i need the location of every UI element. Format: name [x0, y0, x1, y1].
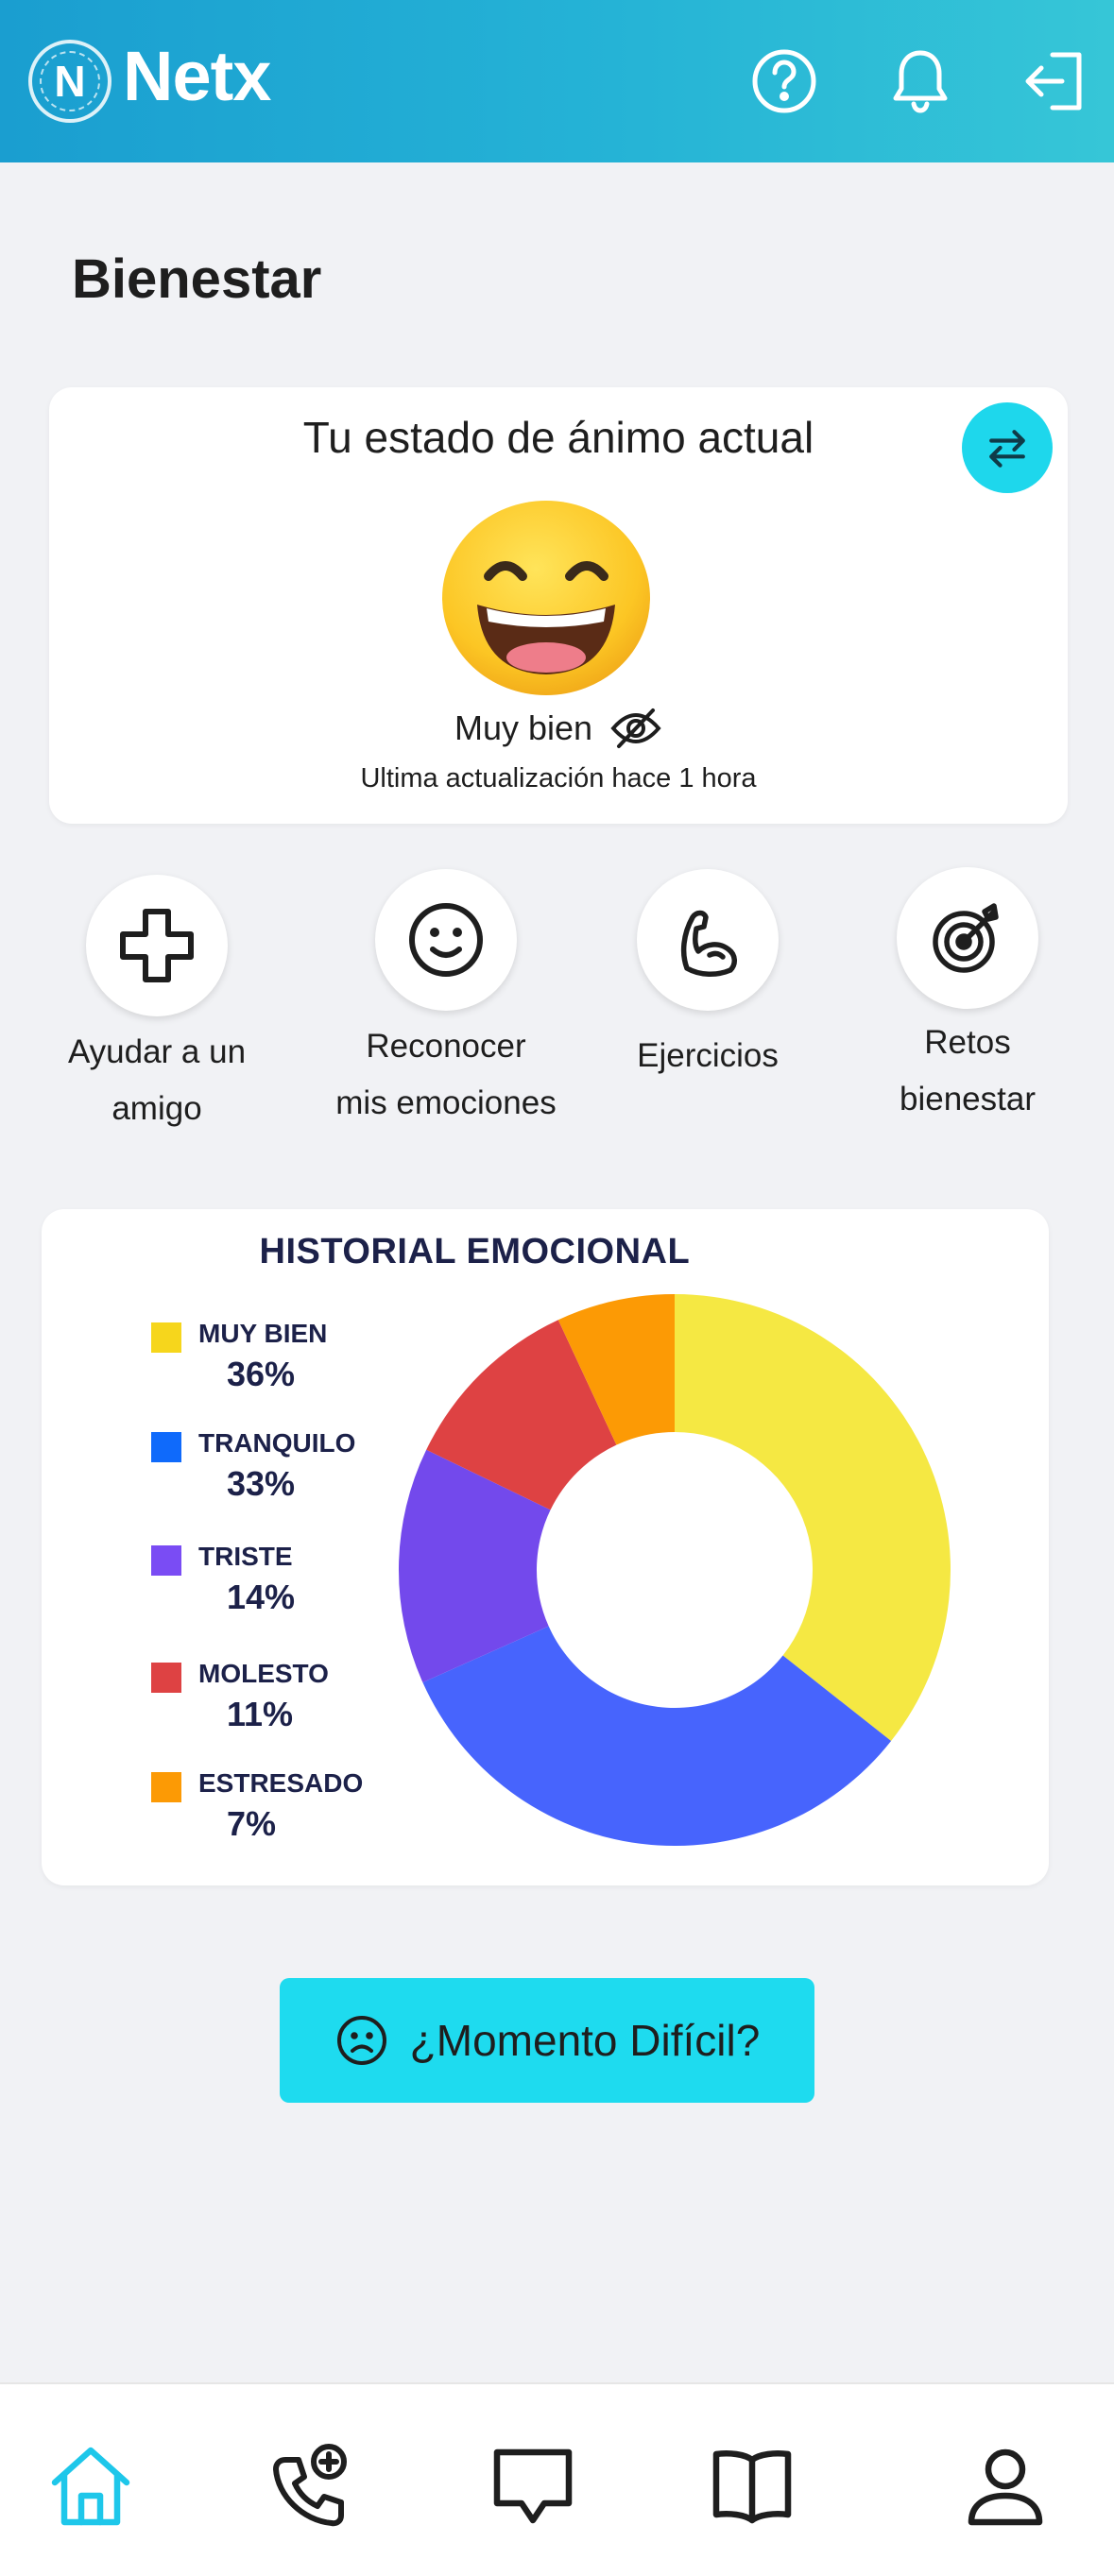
netx-logo: N [28, 40, 111, 123]
mood-card: Tu estado de ánimo actual Muy bien [49, 387, 1068, 824]
chart-title: HISTORIAL EMOCIONAL [259, 1232, 691, 1271]
legend-swatch [151, 1432, 181, 1462]
legend-percent: 36% [227, 1355, 296, 1393]
legend-swatch [151, 1772, 181, 1802]
current-mood-label: Muy bien [454, 708, 593, 747]
donut-slice-tranquilo [422, 1626, 892, 1846]
nav-chat-icon[interactable] [488, 2441, 578, 2532]
change-mood-button[interactable] [962, 402, 1053, 493]
bicep-icon [680, 910, 737, 977]
smiley-icon [409, 903, 483, 977]
legend-name: ESTRESADO [198, 1768, 364, 1798]
app-name: Netx [123, 37, 271, 115]
app-header: N Netx [0, 0, 1114, 162]
target-icon [933, 903, 999, 973]
legend-percent: 11% [227, 1695, 294, 1733]
exercises-label: Ejercicios [637, 1037, 779, 1074]
legend-percent: 33% [227, 1464, 296, 1503]
difficult-moment-button[interactable]: ¿Momento Difícil? [280, 1978, 814, 2103]
recognize-emotions-label: Reconocer mis emociones [335, 1028, 557, 1121]
help-icon[interactable] [748, 45, 820, 117]
donut-slice-estresado [557, 1294, 675, 1445]
swap-icon [989, 430, 1025, 468]
legend-name: TRANQUILO [198, 1428, 356, 1458]
legend-swatch [151, 1663, 181, 1693]
nav-phone-plus-icon[interactable] [265, 2441, 355, 2532]
mood-emoji-icon [439, 499, 653, 697]
emotional-history-card: HISTORIAL EMOCIONAL MUY BIEN 36% TRANQUI… [42, 1209, 1049, 1885]
sad-face-icon [336, 2016, 386, 2065]
legend-name: MUY BIEN [198, 1319, 328, 1348]
wellness-challenges-label: Retos bienestar [900, 1024, 1036, 1117]
plus-icon [120, 909, 194, 982]
exercises-button[interactable] [637, 869, 779, 1011]
mood-updated-time: Ultima actualización hace 1 hora [360, 763, 757, 793]
current-mood-row: Muy bien [49, 707, 1068, 750]
nav-profile-icon[interactable] [960, 2441, 1051, 2532]
donut-slice-triste [399, 1449, 551, 1683]
exercises-action[interactable]: Ejercicios [608, 869, 807, 1084]
donut-slice-muy-bien [675, 1294, 951, 1742]
difficult-moment-label: ¿Momento Difícil? [409, 2016, 761, 2065]
recognize-emotions-action[interactable]: Reconocer mis emociones [321, 869, 571, 1132]
bell-icon[interactable] [884, 45, 956, 117]
help-friend-action[interactable]: Ayudar a un amigo [38, 875, 276, 1137]
legend-swatch [151, 1322, 181, 1353]
wellness-challenges-button[interactable] [897, 867, 1038, 1009]
legend-percent: 14% [227, 1578, 296, 1616]
help-friend-label: Ayudar a un amigo [67, 1033, 247, 1127]
wellness-challenges-action[interactable]: Retos bienestar [867, 867, 1068, 1128]
legend-name: TRISTE [198, 1542, 293, 1571]
legend-percent: 7% [227, 1804, 277, 1843]
page-title: Bienestar [72, 248, 322, 310]
eye-off-icon[interactable] [609, 707, 662, 750]
help-friend-button[interactable] [86, 875, 228, 1016]
nav-book-icon[interactable] [707, 2441, 797, 2532]
logout-icon[interactable] [1019, 45, 1090, 117]
bottom-nav [0, 2382, 1114, 2576]
nav-home-icon[interactable] [45, 2441, 136, 2532]
legend-swatch [151, 1545, 181, 1576]
emotional-history-donut-chart [399, 1294, 951, 1846]
legend-name: MOLESTO [198, 1659, 329, 1688]
recognize-emotions-button[interactable] [375, 869, 517, 1011]
mood-title: Tu estado de ánimo actual [302, 413, 814, 462]
donut-slice-molesto [426, 1320, 617, 1510]
